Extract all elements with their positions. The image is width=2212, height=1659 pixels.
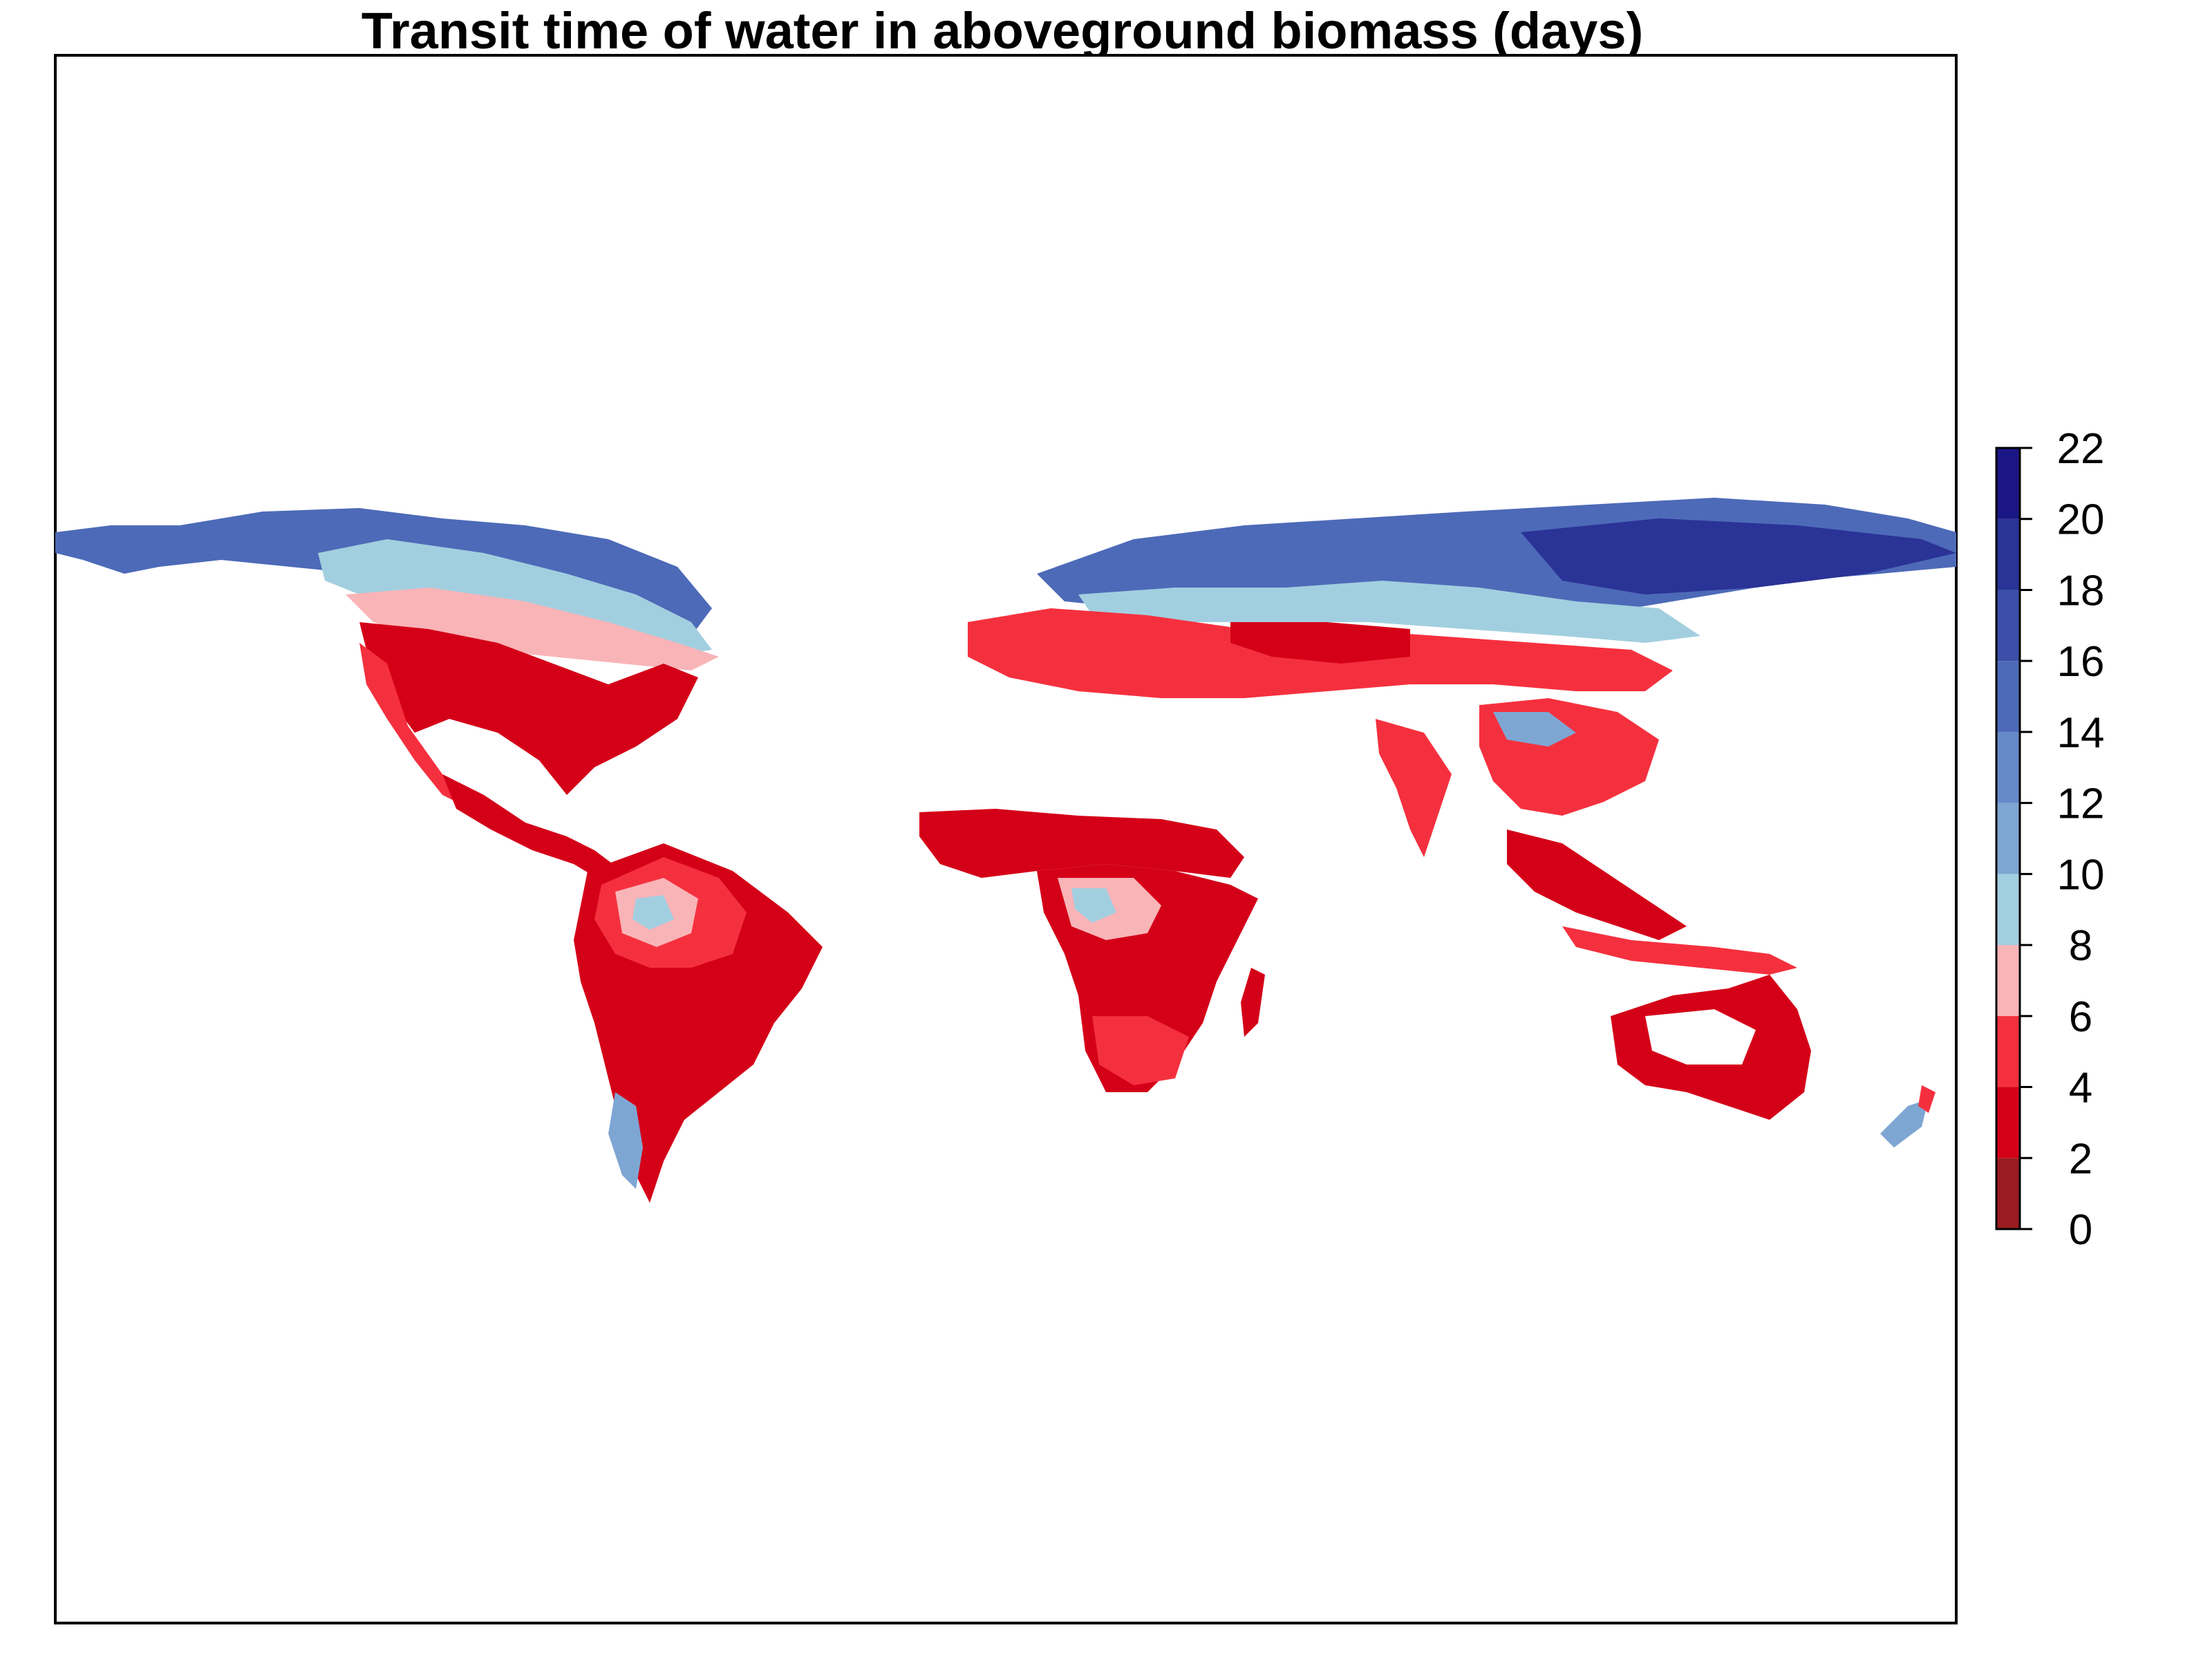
legend-swatch <box>1996 874 2020 946</box>
region-australia-interior <box>1645 1009 1756 1065</box>
region-indonesia <box>1562 926 1797 975</box>
region-central-asia <box>1230 622 1410 664</box>
legend-swatch <box>1996 1015 2020 1087</box>
region-siberia-cold <box>1521 518 1956 594</box>
legend-tick-label: 20 <box>2057 496 2105 544</box>
legend-tick-label: 10 <box>2057 851 2105 899</box>
region-south-asia <box>1376 719 1452 857</box>
region-africa-congo-wet <box>1071 888 1116 923</box>
legend-tick-label: 18 <box>2057 567 2105 615</box>
region-patagonia <box>608 1092 643 1189</box>
legend-swatch <box>1996 448 2020 519</box>
legend-swatch <box>1996 590 2020 662</box>
legend-tick-label: 6 <box>2069 993 2092 1041</box>
region-madagascar <box>1241 968 1265 1037</box>
region-africa-sahel <box>919 809 1244 878</box>
legend-tick-label: 0 <box>2069 1206 2092 1254</box>
region-central-america <box>442 774 622 885</box>
map-title: Transit time of water in aboveground bio… <box>361 2 1644 59</box>
region-north-america-transition <box>346 588 719 671</box>
land-areas <box>55 498 1956 1203</box>
region-north-america-west <box>359 643 470 809</box>
region-new-zealand-north <box>1918 1085 1936 1113</box>
region-north-america-temperate <box>359 622 698 795</box>
legend-tick-label: 22 <box>2057 425 2105 473</box>
legend-tick-label: 16 <box>2057 638 2105 686</box>
region-amazon-wet <box>632 895 674 930</box>
region-new-zealand <box>1880 1099 1929 1147</box>
region-southeast-asia <box>1507 830 1687 940</box>
region-eurasia-subboreal <box>1078 581 1700 643</box>
region-africa-south <box>1092 1016 1189 1085</box>
legend-tick-label: 8 <box>2069 922 2092 970</box>
legend-swatch <box>1996 518 2020 590</box>
legend-swatch <box>1996 1087 2020 1159</box>
legend-swatch <box>1996 803 2020 874</box>
legend-tick-label: 4 <box>2069 1065 2092 1112</box>
region-tibet <box>1493 712 1576 747</box>
legend-tick-label: 12 <box>2057 780 2105 828</box>
legend-swatch <box>1996 731 2020 803</box>
legend-tick-label: 2 <box>2069 1135 2092 1183</box>
legend-frame <box>1995 447 2021 1230</box>
legend-swatch <box>1996 1158 2020 1229</box>
legend-swatch <box>1996 661 2020 732</box>
legend-swatch <box>1996 945 2020 1016</box>
legend-tick-label: 14 <box>2057 709 2105 757</box>
color-legend: 0 2 4 6 8 10 12 14 16 18 20 22 <box>1995 425 2105 1254</box>
